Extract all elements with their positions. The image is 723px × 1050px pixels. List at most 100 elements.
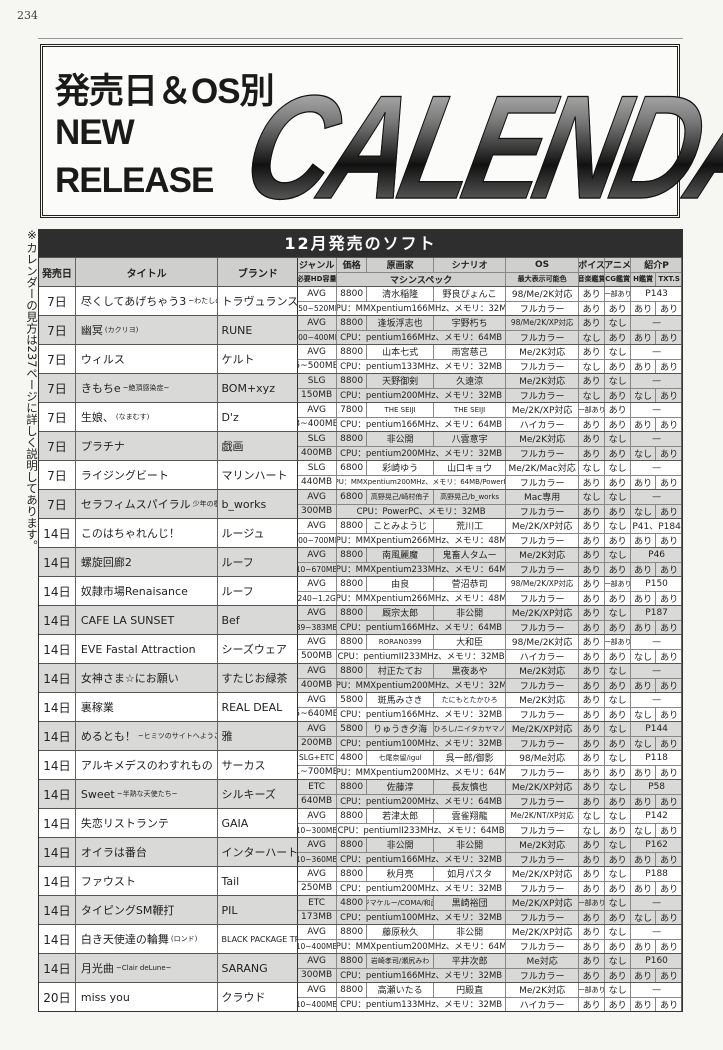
details-bottom: 173MB CPU：pentium100MHz、メモリ：32MB フルカラー あり あり… [298, 909, 682, 924]
hd: 500MB [298, 649, 338, 663]
release-date: 14日 [39, 896, 76, 924]
spec: CPU：MMXpentium200MHz、メモリ：64MB/PowerPC [337, 475, 507, 489]
os: 98/Me/2K/XP対応 [506, 316, 580, 330]
details-top: AVG 8800 由良 菅沼恭司 98/Me/2K/XP対応 あり 一部あり P150 [298, 577, 681, 591]
cg: あり [605, 475, 632, 489]
anime: なし [605, 548, 632, 562]
intro: P46 [648, 549, 666, 560]
scenario: 非公開 [434, 606, 507, 620]
h: あり [631, 997, 657, 1011]
music: あり [579, 649, 606, 663]
voice: あり [579, 577, 606, 591]
os: Me/2K対応 [506, 432, 580, 446]
os: 98/Me/2K対応 [506, 635, 580, 649]
artist: ことみようじ [367, 519, 435, 533]
os: Me/2K/Mac対応 [506, 461, 580, 475]
table-row: 20日 miss you クラウド AVG 8800 高瀬いたる 円殿直 Me/2K対応 一部あ… [39, 982, 682, 1011]
title: 幽冥 [80, 324, 103, 337]
os: Me/2K対応 [506, 374, 580, 388]
spec: CPU：MMXpentium266MHz、メモリ：48MB [337, 533, 507, 547]
genre: AVG [298, 606, 338, 620]
anime: なし [605, 664, 632, 678]
genre: AVG [298, 867, 338, 881]
subtitle: ~半熟な天使たち~ [116, 790, 178, 798]
os: Mac専用 [506, 490, 580, 504]
title-cell: Sweet ~半熟な天使たち~ [76, 780, 219, 808]
header-voice: ボイス [579, 258, 606, 272]
header-line-3: RELEASE [55, 161, 214, 200]
anime: なし [605, 896, 632, 910]
price: 4800 [337, 896, 368, 910]
details-bottom: 10~400MB CPU：MMXpentium200MHz、メモリ：64MB フルカ… [298, 938, 682, 953]
artist: 秋月亮 [367, 867, 435, 881]
colors: フルカラー [506, 475, 580, 489]
subtitle: (ロンド) [170, 935, 198, 943]
price: 8800 [337, 345, 368, 359]
title: 女神さま☆にお願い [80, 672, 179, 685]
colors: フルカラー [506, 707, 580, 721]
genre: AVG [298, 316, 338, 330]
title-cell: このはちゃれんじ！ [76, 519, 219, 547]
brand: すたじお緑茶 [218, 664, 299, 692]
details-top: AVG 8800 ことみようじ 荒川工 Me/2K/XP対応 あり なし P41、P184 [298, 519, 681, 533]
voice: なし [579, 461, 606, 475]
intro: — [652, 984, 662, 995]
intro: P41、P184 [632, 522, 681, 533]
genre: ETC [298, 896, 338, 910]
music: あり [579, 591, 606, 605]
details-cell: ETC4800キジマケルー/COMA/和武蔵黒崎裕団Me/2K/XP対応一部あり… [298, 896, 682, 924]
artist: 村正たてお [367, 664, 435, 678]
brand: シーズウェア [218, 635, 299, 663]
price: 6800 [337, 490, 368, 504]
details-cell: AVG8800ことみようじ荒川工Me/2K/XP対応ありなしP41、P18420… [298, 519, 682, 547]
cg: あり [605, 533, 632, 547]
release-date: 7日 [39, 345, 76, 373]
genre: ETC [298, 780, 338, 794]
release-date: 20日 [39, 983, 76, 1011]
artist: 非公開 [367, 838, 435, 852]
release-date: 14日 [39, 577, 76, 605]
hd: 300MB [298, 968, 338, 982]
cg: あり [605, 649, 632, 663]
release-date: 14日 [39, 664, 76, 692]
voice: あり [579, 722, 606, 736]
voice: 一部あり [579, 983, 606, 997]
scenario: 宇野朽ち [434, 316, 507, 330]
h: なし [631, 446, 657, 460]
scenario: 長友慎也 [434, 780, 507, 794]
table-row: 7日 きもちe ~絶頂感染症~ BOM+xyz SLG 8800 天野御剣 久遠涼 Me/2K対… [39, 373, 682, 402]
title: 螺旋回廊2 [80, 556, 132, 569]
title: 奴隷市場Renaisance [80, 585, 188, 598]
details-cell: AVG 8800 藤原秋久 非公開 Me/2K/XP対応 あり なし —10~400MB CPU… [298, 925, 682, 953]
colors: フルカラー [506, 765, 580, 779]
cg: あり [605, 910, 632, 924]
h: あり [631, 562, 657, 576]
hd: 10~300MB [298, 823, 338, 837]
spec: CPU：pentium200MHz、メモリ：64MB [337, 794, 507, 808]
h: なし [631, 736, 657, 750]
spec: CPU：pentium166MHz、メモリ：64MB [337, 620, 507, 634]
intro: P188 [645, 868, 668, 879]
artist: 高野晃己/崎村侑子 [367, 490, 435, 504]
voice: あり [579, 867, 606, 881]
price: 8800 [337, 664, 368, 678]
hd: 350~520MB [298, 301, 338, 315]
txt: あり [660, 942, 679, 953]
artist: 七尾奈留/igul [367, 751, 435, 765]
brand: Tail [218, 867, 299, 895]
genre: AVG [298, 519, 338, 533]
txt: あり [660, 768, 679, 779]
artist: 佐藤淳 [367, 780, 435, 794]
brand: PIL [218, 896, 299, 924]
header-h: H鑑賞 [631, 272, 657, 286]
brand: 戯画 [218, 432, 299, 460]
details-bottom: 250MB CPU：pentium200MHz、メモリ：32MB フルカラー あり あり… [298, 880, 682, 895]
scenario: 雨宮慈己 [434, 345, 507, 359]
details-top: AVG 8800 南風麗魔 鬼畜人タムー Me/2K対応 あり なし P46 [298, 548, 681, 562]
colors: フルカラー [506, 504, 580, 518]
details-bottom: 240~1.2G CPU：MMXpentium266MHz、メモリ：48MB フルカ… [298, 590, 682, 605]
details-cell: AVG 8800 秋月亮 如月パスタ Me/2K/XP対応 あり なし P188 250MB CP… [298, 867, 682, 895]
title: タイピングSM鞭打 [80, 904, 175, 917]
release-date: 7日 [39, 374, 76, 402]
price: 8800 [337, 374, 368, 388]
